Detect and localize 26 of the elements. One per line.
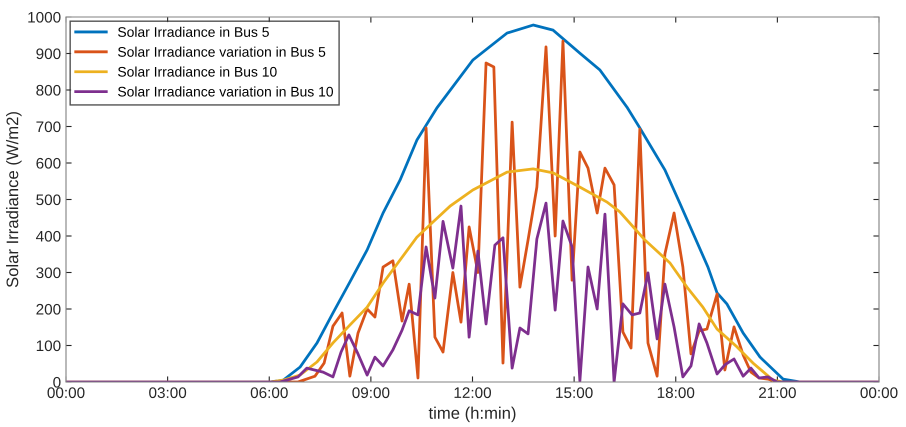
x-tick-label: 03:00 <box>149 387 186 398</box>
y-tick-label: 600 <box>36 158 61 169</box>
legend-label: Solar Irradiance variation in Bus 5 <box>118 46 326 57</box>
x-tick-label: 15:00 <box>556 387 593 398</box>
x-tick-label: 21:00 <box>759 387 796 398</box>
x-tick-label: 09:00 <box>352 387 390 398</box>
y-tick-label: 700 <box>36 121 61 132</box>
legend-label: Solar Irradiance variation in Bus 10 <box>118 86 334 97</box>
y-tick-label: 1000 <box>28 12 61 23</box>
y-tick-label: 900 <box>36 48 61 60</box>
x-tick-label: 12:00 <box>454 387 492 398</box>
y-tick-label: 200 <box>36 304 61 315</box>
legend-label: Solar Irradiance in Bus 5 <box>118 26 269 37</box>
y-tick-label: 500 <box>36 194 61 206</box>
y-tick-label: 100 <box>36 340 61 352</box>
y-tick-label: 800 <box>36 84 61 96</box>
y-axis-title: Solar Irradiance (W/m2) <box>6 112 22 288</box>
y-tick-label: 300 <box>36 267 61 278</box>
x-tick-label: 18:00 <box>658 387 694 398</box>
legend-label: Solar Irradiance in Bus 10 <box>118 66 277 77</box>
x-tick-label: 06:00 <box>250 387 288 398</box>
x-axis-title: time (h:min) <box>428 406 516 422</box>
y-tick-label: 0 <box>53 376 61 388</box>
x-tick-label: 00:00 <box>860 387 898 398</box>
x-tick-label: 00:00 <box>47 387 85 398</box>
y-tick-label: 400 <box>36 230 61 242</box>
